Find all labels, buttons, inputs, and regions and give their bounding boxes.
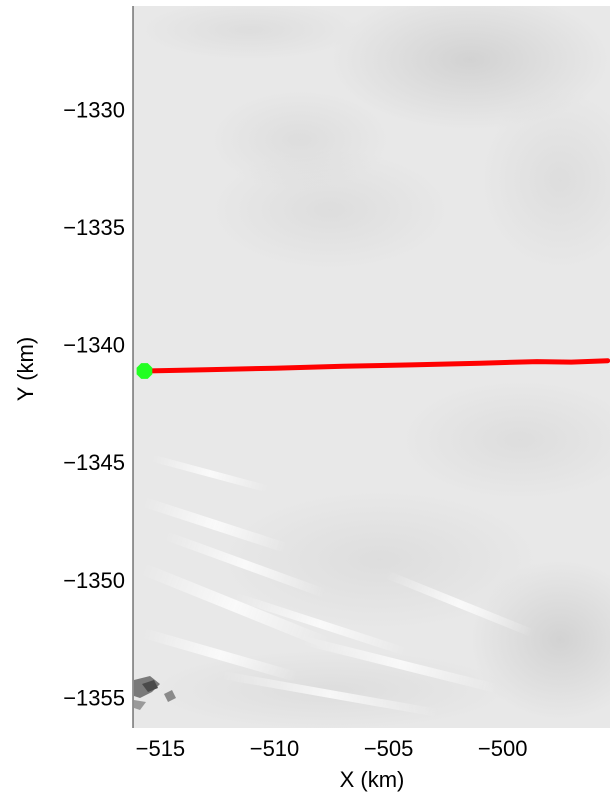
y-tick-label: −1340: [63, 333, 125, 358]
x-axis-label: X (km): [340, 767, 405, 792]
x-tick-labels: −515 −510 −505 −500: [136, 736, 528, 761]
x-tick-label: −510: [250, 736, 300, 761]
satellite-imagery: [133, 6, 610, 728]
track-line-0: [141, 358, 610, 374]
y-tick-label: −1350: [63, 568, 125, 593]
rock-outcrop: [134, 676, 176, 710]
plot-area: [136, 358, 610, 379]
x-tick-label: −505: [364, 736, 414, 761]
y-tick-label: −1345: [63, 450, 125, 475]
y-tick-labels: −1330 −1335 −1340 −1345 −1350 −1355: [63, 98, 125, 711]
y-axis-label: Y (km): [13, 337, 38, 401]
y-tick-label: −1355: [63, 685, 125, 710]
start-marker: [136, 363, 153, 379]
x-tick-label: −515: [136, 736, 186, 761]
y-tick-label: −1330: [63, 98, 125, 123]
x-tick-label: −500: [478, 736, 528, 761]
y-tick-label: −1335: [63, 215, 125, 240]
